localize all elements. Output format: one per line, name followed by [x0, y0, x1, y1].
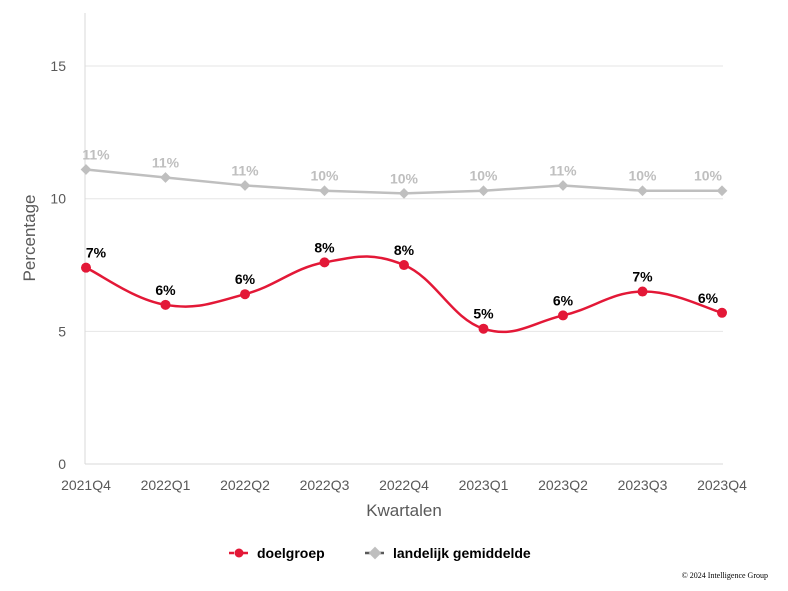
y-tick-label: 15 — [50, 58, 66, 74]
legend-marker-doelgroep — [234, 548, 244, 558]
x-tick-labels: 2021Q4 2022Q1 2022Q2 2022Q3 2022Q4 2023Q1 2023… — [61, 477, 747, 493]
legend: doelgroep landelijk gemiddelde — [229, 545, 531, 561]
data-label-landelijk-gemiddelde: 11% — [82, 147, 110, 163]
series-layer: 11% 11% 11% 10% 10% 10% 11% 10% 10% 7% 6% 6% 8% 8% 5% 6… — [80, 147, 728, 334]
data-point-landelijk-gemiddelde[interactable] — [160, 172, 171, 183]
data-point-landelijk-gemiddelde[interactable] — [716, 185, 728, 197]
y-tick-label: 10 — [50, 191, 66, 207]
legend-label-doelgroep: doelgroep — [257, 545, 325, 561]
data-label-landelijk-gemiddelde: 10% — [628, 168, 657, 184]
data-point-doelgroep[interactable] — [558, 310, 568, 321]
data-label-doelgroep: 6% — [553, 292, 574, 308]
x-tick-label: 2022Q3 — [300, 477, 350, 493]
y-tick-label: 0 — [58, 456, 66, 472]
data-label-landelijk-gemiddelde: 11% — [231, 162, 259, 178]
y-tick-label: 5 — [58, 323, 66, 339]
x-tick-label: 2022Q1 — [141, 477, 191, 493]
legend-item-doelgroep[interactable]: doelgroep — [229, 545, 325, 561]
data-label-landelijk-gemiddelde: 10% — [694, 168, 723, 184]
data-point-doelgroep[interactable] — [717, 307, 727, 318]
data-label-landelijk-gemiddelde: 11% — [152, 154, 180, 170]
data-point-landelijk-gemiddelde[interactable] — [239, 180, 251, 191]
x-tick-label: 2022Q2 — [220, 477, 270, 493]
data-label-doelgroep: 7% — [632, 269, 653, 285]
data-point-doelgroep[interactable] — [637, 286, 648, 297]
data-point-doelgroep[interactable] — [399, 260, 409, 271]
data-point-doelgroep[interactable] — [319, 257, 330, 268]
legend-marker-landelijk-gemiddelde — [368, 546, 382, 560]
data-label-doelgroep: 7% — [86, 245, 107, 261]
legend-item-landelijk-gemiddelde[interactable]: landelijk gemiddelde — [365, 545, 531, 561]
x-tick-label: 2023Q3 — [618, 477, 668, 493]
data-point-landelijk-gemiddelde[interactable] — [637, 185, 648, 197]
data-label-landelijk-gemiddelde: 11% — [549, 162, 577, 178]
data-label-doelgroep: 5% — [473, 306, 494, 322]
x-tick-label: 2021Q4 — [61, 477, 111, 493]
legend-label-landelijk-gemiddelde: landelijk gemiddelde — [393, 545, 531, 561]
data-point-landelijk-gemiddelde[interactable] — [398, 188, 410, 199]
data-point-doelgroep[interactable] — [160, 299, 171, 310]
data-label-doelgroep: 6% — [155, 282, 176, 298]
copyright-text: © 2024 Intelligence Group — [682, 571, 768, 580]
data-point-landelijk-gemiddelde[interactable] — [478, 185, 489, 197]
x-tick-label: 2023Q2 — [538, 477, 588, 493]
data-label-doelgroep: 6% — [698, 290, 719, 306]
series-landelijk-gemiddelde: 11% 11% 11% 10% 10% 10% 11% 10% 10% — [80, 147, 728, 199]
data-label-doelgroep: 8% — [314, 239, 335, 255]
data-label-doelgroep: 8% — [394, 242, 415, 258]
y-tick-labels: 0 5 10 15 — [50, 58, 66, 472]
y-axis-title: Percentage — [20, 195, 39, 282]
data-label-landelijk-gemiddelde: 10% — [310, 168, 339, 184]
data-point-landelijk-gemiddelde[interactable] — [319, 185, 330, 197]
data-point-doelgroep[interactable] — [81, 262, 91, 273]
x-tick-label: 2023Q4 — [697, 477, 747, 493]
data-point-doelgroep[interactable] — [478, 323, 489, 334]
data-label-landelijk-gemiddelde: 10% — [390, 170, 419, 186]
series-doelgroep: 7% 6% 6% 8% 8% 5% 6% 7% 6% — [81, 239, 727, 334]
data-label-doelgroep: 6% — [235, 271, 256, 287]
data-point-landelijk-gemiddelde[interactable] — [80, 164, 92, 175]
x-tick-label: 2023Q1 — [459, 477, 509, 493]
x-tick-label: 2022Q4 — [379, 477, 429, 493]
data-point-landelijk-gemiddelde[interactable] — [557, 180, 569, 191]
data-point-doelgroep[interactable] — [240, 289, 250, 300]
data-label-landelijk-gemiddelde: 10% — [469, 168, 498, 184]
x-axis-title: Kwartalen — [366, 501, 442, 520]
